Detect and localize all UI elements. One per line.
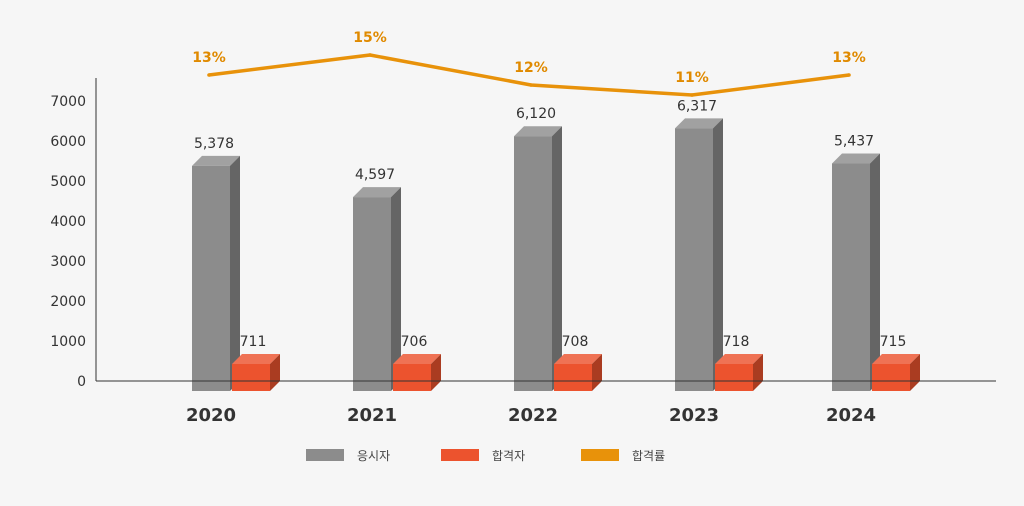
legend: 응시자 합격자 합격률: [306, 449, 665, 463]
applicant-bar: [832, 153, 880, 391]
passer-value-label: 706: [401, 334, 428, 350]
legend-label: 합격률: [632, 449, 665, 463]
rate-value-label: 13%: [192, 50, 226, 66]
y-tick-label: 0: [77, 374, 86, 390]
x-tick-label: 2023: [669, 405, 719, 426]
legend-swatch: [441, 449, 479, 461]
legend-item: 합격률: [581, 449, 665, 463]
passer-bar: [393, 354, 441, 391]
passer-bar: [715, 354, 763, 391]
rate-point: [690, 93, 694, 97]
y-axis: 0 1000 2000 3000 4000 5000 6000 7000: [50, 78, 97, 390]
applicant-value-label: 6,120: [516, 106, 556, 122]
x-tick-label: 2024: [826, 405, 876, 426]
applicant-value-label: 5,378: [194, 136, 234, 152]
applicant-value-label: 5,437: [834, 134, 874, 150]
bars-layer: 5,378 711 4,597 706 6,120 708 6,317 718 5,437 715: [192, 98, 920, 391]
applicant-bar: [192, 155, 240, 391]
y-tick-label: 5000: [50, 174, 86, 190]
rate-value-label: 15%: [353, 30, 387, 46]
rate-value-label: 13%: [832, 50, 866, 66]
y-tick-label: 2000: [50, 294, 86, 310]
x-tick-label: 2022: [508, 405, 558, 426]
passer-value-label: 711: [240, 334, 267, 350]
passer-value-label: 715: [880, 334, 907, 350]
legend-label: 합격자: [492, 449, 525, 463]
passer-value-label: 718: [723, 334, 750, 350]
applicant-bar: [675, 118, 723, 391]
applicant-bar: [353, 187, 401, 391]
applicant-value-label: 6,317: [677, 98, 717, 114]
y-tick-label: 4000: [50, 214, 86, 230]
legend-item: 응시자: [306, 449, 390, 463]
rate-line-layer: 13% 15% 12% 11% 13%: [192, 30, 866, 97]
rate-point: [207, 73, 211, 77]
x-tick-label: 2021: [347, 405, 397, 426]
passer-bar: [554, 354, 602, 391]
x-tick-label: 2020: [186, 405, 236, 426]
applicant-bar: [514, 126, 562, 391]
passer-value-label: 708: [562, 334, 589, 350]
rate-point: [847, 73, 851, 77]
rate-point: [529, 83, 533, 87]
legend-swatch: [306, 449, 344, 461]
passer-bar: [872, 354, 920, 391]
y-tick-label: 6000: [50, 134, 86, 150]
passer-bar: [232, 354, 280, 391]
rate-value-label: 11%: [675, 70, 709, 86]
legend-label: 응시자: [357, 449, 390, 463]
rate-point: [368, 53, 372, 57]
y-tick-label: 3000: [50, 254, 86, 270]
x-axis: 2020 2021 2022 2023 2024: [96, 380, 996, 426]
rate-value-label: 12%: [514, 60, 548, 76]
legend-swatch: [581, 449, 619, 461]
y-tick-label: 1000: [50, 334, 86, 350]
legend-item: 합격자: [441, 449, 525, 463]
y-tick-label: 7000: [50, 94, 86, 110]
applicant-value-label: 4,597: [355, 167, 395, 183]
